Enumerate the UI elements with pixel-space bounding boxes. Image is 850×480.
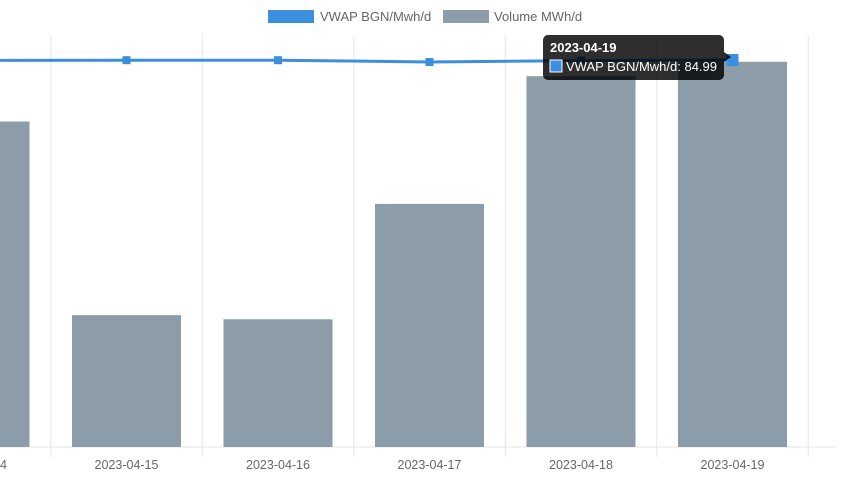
volume-bar[interactable]	[72, 315, 181, 447]
x-tick-label: 2023-04-19	[701, 458, 765, 472]
tooltip-value: VWAP BGN/Mwh/d: 84.99	[566, 59, 717, 74]
tooltip-caret	[724, 52, 731, 62]
legend-label-vwap: VWAP BGN/Mwh/d	[320, 9, 431, 24]
tooltip-title: 2023-04-19	[550, 40, 617, 55]
volume-bars	[0, 61, 787, 448]
tooltip-swatch	[549, 59, 563, 73]
x-axis: 2023-04-14 2023-04-15 2023-04-16 2023-04-17…	[0, 458, 765, 472]
vwap-point[interactable]	[425, 58, 434, 66]
legend: VWAP BGN/Mwh/d Volume MWh/d	[268, 9, 582, 24]
legend-swatch-vwap	[268, 10, 314, 23]
legend-label-volume: Volume MWh/d	[494, 9, 582, 24]
x-tick-label: 2023-04-15	[95, 458, 159, 472]
volume-bar[interactable]	[0, 121, 30, 448]
vwap-point[interactable]	[122, 56, 131, 65]
legend-item-vwap[interactable]: VWAP BGN/Mwh/d	[268, 9, 431, 24]
legend-item-volume[interactable]: Volume MWh/d	[443, 9, 582, 24]
tooltip: 2023-04-19 VWAP BGN/Mwh/d: 84.99	[543, 35, 731, 80]
x-tick-label: 2023-04-18	[549, 458, 613, 472]
volume-bar[interactable]	[678, 61, 787, 447]
x-tick-label: 2023-04-14	[0, 458, 7, 472]
x-tick-label: 2023-04-17	[398, 458, 462, 472]
tooltip-background	[543, 35, 724, 80]
x-tick-label: 2023-04-16	[246, 458, 310, 472]
vwap-point[interactable]	[274, 56, 282, 65]
volume-bar[interactable]	[375, 203, 484, 447]
volume-bar[interactable]	[526, 76, 636, 447]
volume-bar[interactable]	[223, 319, 333, 447]
legend-swatch-volume	[443, 10, 489, 23]
